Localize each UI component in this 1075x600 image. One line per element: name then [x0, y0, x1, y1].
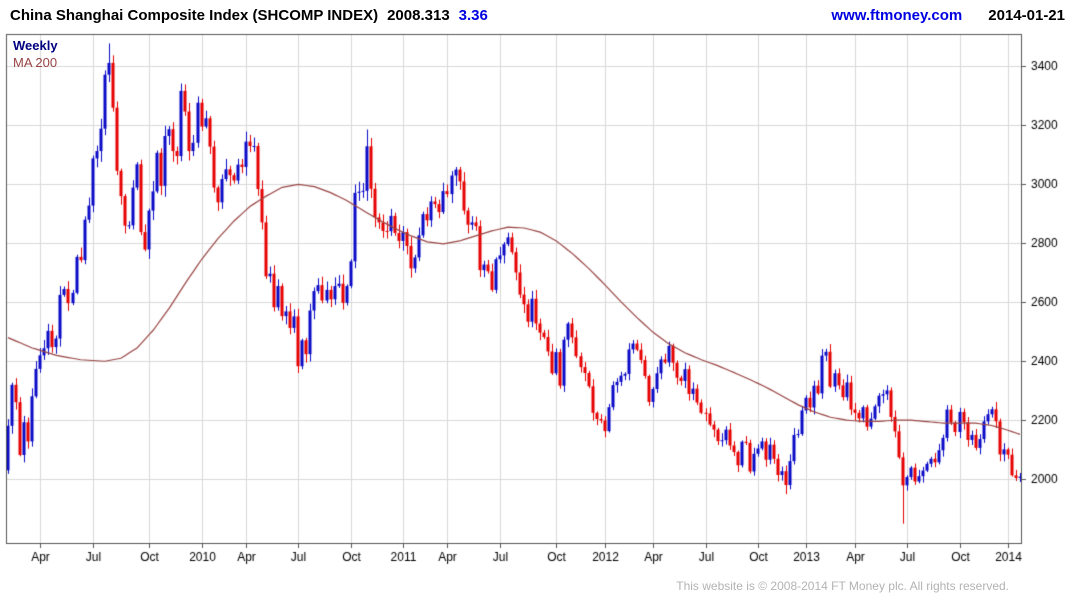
chart-legend: Weekly MA 200	[13, 37, 58, 71]
ftmoney-link[interactable]: www.ftmoney.com	[831, 6, 963, 24]
last-price: 2008.313	[387, 6, 450, 24]
chart-title-group: China Shanghai Composite Index (SHCOMP I…	[10, 7, 488, 24]
legend-ma200-label: MA 200	[13, 55, 58, 70]
chart-header-right: www.ftmoney.com 2014-01-21	[831, 7, 1065, 24]
chart-title: China Shanghai Composite Index (SHCOMP I…	[10, 6, 379, 24]
chart-header: China Shanghai Composite Index (SHCOMP I…	[0, 0, 1075, 30]
chart-date: 2014-01-21	[988, 6, 1065, 24]
footer-copyright: This website is © 2008-2014 FT Money plc…	[676, 579, 1009, 593]
price-change: 3.36	[458, 6, 488, 24]
legend-weekly-label: Weekly	[13, 38, 58, 53]
